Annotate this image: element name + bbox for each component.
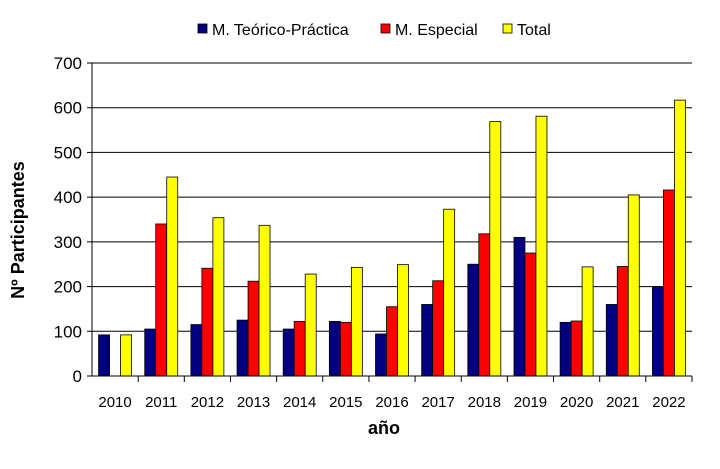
bar-2016-2 — [386, 306, 398, 377]
bar-2010-1 — [98, 334, 110, 377]
bar-2022-1 — [652, 286, 664, 377]
y-tick-label: 200 — [54, 278, 82, 297]
bar-2014-3 — [304, 273, 317, 377]
bar-2014-2 — [293, 321, 306, 377]
bar-2013-2 — [247, 280, 260, 377]
y-tick-label: 700 — [54, 54, 82, 73]
bar-2021-3 — [627, 194, 640, 377]
legend: M. Teórico-Práctica M. Especial Total — [197, 22, 551, 39]
y-tick-label: 600 — [54, 99, 82, 118]
y-tick-label: 500 — [54, 143, 82, 162]
bar-2022-2 — [663, 189, 675, 377]
bar-2017-2 — [432, 280, 445, 377]
bar-2021-2 — [616, 266, 629, 377]
bar-2011-2 — [155, 223, 168, 377]
legend-label: M. Teórico-Práctica — [212, 22, 349, 39]
bar-2019-1 — [513, 236, 526, 377]
bar-2022-3 — [674, 99, 686, 377]
x-tick-label: 2022 — [652, 394, 685, 411]
x-tick-label: 2016 — [375, 394, 408, 411]
bar-2016-3 — [397, 264, 409, 377]
bar-2011-3 — [166, 176, 179, 377]
y-tick-label: 300 — [54, 233, 82, 252]
y-tick-label: 0 — [73, 367, 82, 386]
y-tick-label: 400 — [54, 188, 82, 207]
bar-2012-3 — [212, 217, 225, 377]
axes: 0 100 200 300 400 500 600 700 2010 2011 2012 2013 20… — [54, 54, 693, 411]
legend-label: Total — [517, 22, 551, 39]
x-tick-label: 2018 — [468, 394, 501, 411]
x-tick-label: 2019 — [514, 394, 547, 411]
bars — [98, 99, 686, 377]
x-tick-label: 2012 — [191, 394, 224, 411]
bar-2012-1 — [190, 324, 203, 377]
bar-2019-3 — [535, 115, 548, 377]
legend-swatch — [502, 23, 513, 34]
x-axis-title: año — [368, 418, 400, 438]
x-tick-label: 2021 — [606, 394, 639, 411]
legend-swatch — [380, 23, 391, 34]
bar-2013-3 — [258, 224, 271, 377]
bar-2019-2 — [524, 252, 537, 377]
gridlines — [92, 62, 692, 332]
x-tick-label: 2011 — [145, 394, 177, 411]
bar-2016-1 — [375, 333, 387, 377]
bar-2011-1 — [144, 328, 157, 377]
bar-2018-1 — [467, 263, 480, 377]
bar-2018-3 — [489, 121, 502, 377]
legend-label: M. Especial — [395, 22, 478, 39]
bar-2020-1 — [559, 321, 572, 377]
y-axis-title: Nº Participantes — [8, 161, 28, 299]
bar-2020-2 — [570, 320, 583, 377]
bar-2015-3 — [350, 266, 363, 377]
x-tick-label: 2017 — [421, 394, 454, 411]
x-tick-label: 2013 — [237, 394, 270, 411]
bar-2017-1 — [421, 304, 434, 377]
bar-2015-2 — [339, 321, 352, 377]
bar-2014-1 — [282, 328, 295, 377]
x-tick-label: 2010 — [98, 394, 131, 411]
x-tick-label: 2014 — [283, 394, 316, 411]
y-tick-label: 100 — [54, 322, 82, 341]
bar-2017-3 — [443, 208, 456, 377]
bar-2013-1 — [236, 319, 249, 377]
bar-2010-3 — [120, 334, 132, 377]
x-tick-label: 2015 — [329, 394, 362, 411]
legend-swatch — [197, 23, 208, 34]
x-tick-label: 2020 — [560, 394, 593, 411]
bar-2018-2 — [478, 233, 491, 377]
bar-2020-3 — [581, 266, 594, 377]
bar-2012-2 — [201, 267, 214, 377]
bar-2015-1 — [328, 321, 341, 377]
bar-2021-1 — [605, 304, 618, 377]
